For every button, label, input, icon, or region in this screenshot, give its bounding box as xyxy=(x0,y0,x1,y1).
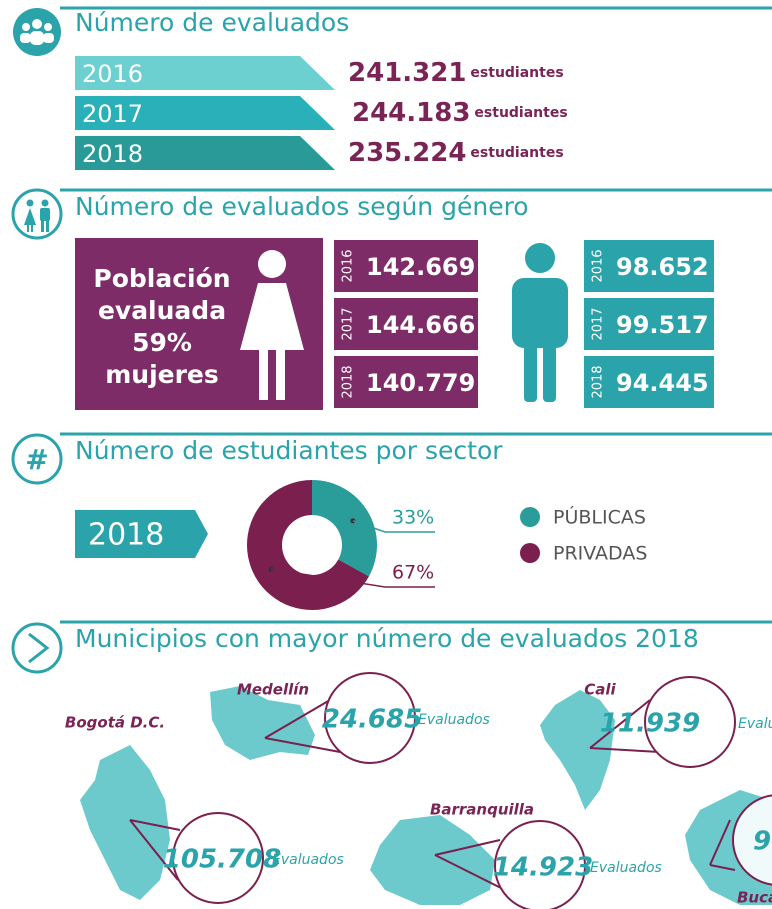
city-value: 14.923 xyxy=(493,853,593,883)
percent-label: 67% xyxy=(392,562,434,584)
city-circle xyxy=(732,794,772,886)
unit: estudiantes xyxy=(470,145,563,161)
city-unit: Evaluados xyxy=(738,716,772,732)
legend-swatch xyxy=(520,507,540,527)
year-banner xyxy=(75,136,335,170)
unit: estudiantes xyxy=(470,65,563,81)
count-value: 94.445 xyxy=(616,369,709,397)
section-title: Número de evaluados xyxy=(75,8,349,37)
value: 244.183 xyxy=(352,98,470,128)
year-banner xyxy=(75,96,335,130)
female-caption: Población xyxy=(93,264,230,293)
section-title: Número de estudiantes por sector xyxy=(75,436,503,465)
city-circle xyxy=(324,672,416,764)
legend-label: PÚBLICAS xyxy=(553,505,646,529)
city-name: Bogotá D.C. xyxy=(65,714,165,732)
count-year: 2016 xyxy=(341,249,356,282)
city-value: 105.708 xyxy=(163,845,281,875)
count-value: 144.666 xyxy=(366,311,475,339)
percent-label: 33% xyxy=(392,507,434,529)
leader-line xyxy=(352,520,435,533)
count-box xyxy=(334,240,478,292)
city-unit: Evaluados xyxy=(272,852,344,868)
year-banner xyxy=(75,56,335,90)
map-leaders xyxy=(129,699,736,891)
value: 235.224 xyxy=(348,138,466,168)
city-name: Bucaramanga xyxy=(737,889,772,907)
donut-slice xyxy=(246,480,369,611)
year-banner xyxy=(75,510,208,558)
count-year: 2017 xyxy=(341,307,356,340)
city-unit: Evaluados xyxy=(590,860,662,876)
legend-swatch xyxy=(520,543,540,563)
count-box xyxy=(584,298,714,350)
year-value: 235.224 estudiantes xyxy=(348,138,564,168)
section-decor: # xyxy=(11,6,772,674)
count-year: 2016 xyxy=(591,249,606,282)
legend-label: PRIVADAS xyxy=(553,543,647,565)
sector-year: 2018 xyxy=(88,518,164,553)
svg-text:#: # xyxy=(25,443,48,476)
year-value: 241.321 estudiantes xyxy=(348,58,564,88)
count-year: 2018 xyxy=(341,365,356,398)
city-name: Medellín xyxy=(237,681,309,699)
count-value: 140.779 xyxy=(366,369,475,397)
female-caption: 59% xyxy=(132,328,192,357)
city-unit: Evaluados xyxy=(418,712,490,728)
count-box xyxy=(584,240,714,292)
female-caption: evaluada xyxy=(98,296,226,325)
city-circle xyxy=(494,820,586,909)
city-name: Cali xyxy=(584,681,616,699)
count-year: 2018 xyxy=(591,365,606,398)
section-title: Número de evaluados según género xyxy=(75,192,529,221)
year-label: 2016 xyxy=(82,60,143,88)
city-name: Barranquilla xyxy=(430,801,534,819)
count-box xyxy=(584,356,714,408)
gender-decor xyxy=(75,238,568,410)
city-circle xyxy=(644,676,736,768)
year-value: 244.183 estudiantes xyxy=(352,98,568,128)
count-value: 142.669 xyxy=(366,253,475,281)
donut-slice xyxy=(312,480,377,577)
count-box xyxy=(334,298,478,350)
leader-line xyxy=(270,568,435,588)
city-value: 9 xyxy=(753,827,771,857)
city-value: 11.939 xyxy=(600,709,700,739)
year-label: 2017 xyxy=(82,100,143,128)
value: 241.321 xyxy=(348,58,466,88)
count-year: 2017 xyxy=(591,307,606,340)
count-value: 98.652 xyxy=(616,253,709,281)
section-title: Municipios con mayor número de evaluados… xyxy=(75,624,699,653)
female-caption: mujeres xyxy=(105,360,219,389)
unit: estudiantes xyxy=(474,105,567,121)
count-box xyxy=(334,356,478,408)
city-circle xyxy=(172,812,264,904)
city-value: 24.685 xyxy=(322,705,422,735)
count-value: 99.517 xyxy=(616,311,709,339)
year-label: 2018 xyxy=(82,140,143,168)
